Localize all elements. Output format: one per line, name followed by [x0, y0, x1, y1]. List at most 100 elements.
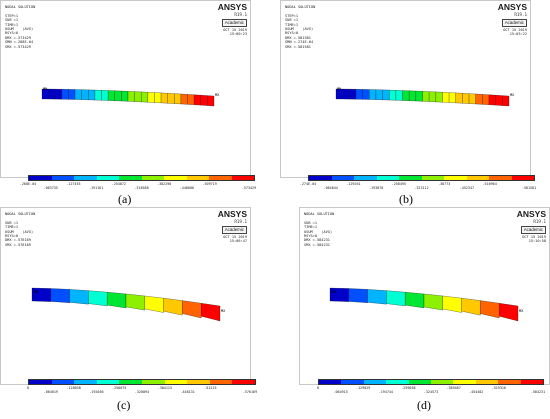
color-legend — [28, 379, 256, 385]
legend-tick-label: 0 — [26, 386, 30, 390]
beam-element — [423, 293, 443, 311]
beam-element — [187, 94, 195, 105]
beam-element — [480, 300, 500, 319]
beam-contour — [329, 287, 519, 322]
legend-tick-label: .446006 — [179, 186, 195, 190]
legend-tick-label: .254872 — [111, 182, 126, 186]
beam-element — [386, 290, 406, 307]
beam-element — [182, 300, 202, 319]
max-marker: MX — [215, 93, 220, 97]
legend-swatch — [376, 176, 399, 180]
legend-tick-label: .129261 — [346, 182, 361, 186]
beam-element — [134, 91, 142, 103]
beam-element — [55, 88, 62, 100]
beam-element — [442, 92, 450, 103]
legend-tick-label: .51215 — [204, 386, 217, 390]
beam-element — [160, 92, 168, 104]
beam-element — [502, 95, 510, 107]
legend-tick-label: .509719 — [202, 182, 217, 186]
panel-c: NODAL SOLUTION SUB =1 TIME=1 USUM (AVG) … — [0, 207, 251, 385]
solution-info: NODAL SOLUTION SUB =1 TIME=1 USUM (AVG) … — [304, 212, 335, 247]
caption-a: (a) — [118, 192, 132, 206]
beam-element — [101, 90, 109, 101]
legend-swatch — [309, 176, 332, 180]
max-marker: MX — [221, 309, 226, 313]
legend-tick-label: .128038 — [66, 386, 81, 390]
legend-tick-label: .063735 — [43, 186, 58, 190]
legend-swatch — [511, 176, 534, 180]
beam-element — [121, 90, 129, 102]
beam-element — [415, 90, 423, 102]
legend-swatch — [354, 176, 377, 180]
beam-element — [369, 89, 377, 100]
legend-tick-label: .192056 — [89, 390, 104, 394]
beam-element — [482, 94, 490, 105]
beam-contour — [31, 287, 221, 322]
legend-swatch — [164, 176, 187, 180]
beam-element — [395, 90, 403, 101]
legend-swatch — [29, 176, 52, 180]
panel-b: NODAL SOLUTION STEP=1 SUB =1 TIME=1 USUM… — [280, 0, 531, 178]
brand-version: R19.1 — [514, 12, 527, 17]
legend-tick-label: .318588 — [134, 186, 149, 190]
beam-element — [114, 90, 122, 102]
beam-element — [154, 92, 162, 104]
legend-swatch — [341, 380, 364, 384]
timestamp: OCT 15 2019 15:10:58 — [522, 235, 546, 244]
beam-element — [81, 89, 89, 100]
beam-element — [402, 90, 410, 101]
academic-badge: Academic — [501, 19, 527, 27]
legend-tick-label: .576169 — [242, 390, 258, 394]
legend-swatch — [209, 380, 233, 384]
legend-tick-label: .129829 — [356, 386, 371, 390]
beam-element — [375, 89, 383, 100]
legend-tick-label: .191161 — [88, 186, 104, 190]
legend-swatch — [520, 380, 544, 384]
beam-element — [167, 93, 175, 104]
beam-element — [107, 292, 127, 309]
min-marker: MN — [337, 87, 342, 91]
legend-swatch — [29, 380, 52, 384]
brand-version: R19.1 — [234, 12, 247, 17]
legend-tick-label: .258495 — [391, 182, 406, 186]
panel-d: NODAL SOLUTION SUB =1 TIME=1 USUM (AVG) … — [299, 207, 550, 385]
legend-tick-label: 0 — [316, 386, 320, 390]
beam-element — [442, 295, 462, 313]
solution-info: NODAL SOLUTION STEP=1 SUB =1 TIME=1 USUM… — [5, 5, 36, 49]
color-legend — [318, 379, 544, 385]
brand-name: ANSYS — [497, 2, 527, 12]
beam-element — [495, 95, 503, 106]
legend-swatch — [119, 176, 142, 180]
legend-tick-label: .274E-04 — [299, 182, 317, 186]
legend-swatch — [363, 380, 387, 384]
beam-element — [462, 93, 470, 104]
legend-tick-label: .516964 — [482, 182, 497, 186]
legend-tick-label: .256075 — [112, 386, 127, 390]
ansys-brand: ANSYS R19.1 — [517, 210, 546, 225]
legend-swatch — [141, 380, 165, 384]
beam-element — [367, 289, 387, 305]
brand-version: R19.1 — [234, 219, 247, 224]
academic-badge: Academic — [221, 226, 247, 234]
min-marker: MN — [34, 290, 39, 294]
beam-element — [488, 94, 496, 106]
legend-swatch — [453, 380, 476, 384]
legend-swatch — [386, 380, 409, 384]
legend-tick-label: .519316 — [491, 386, 506, 390]
beam-element — [174, 93, 182, 105]
color-legend — [28, 175, 255, 181]
beam-element — [147, 92, 155, 103]
beam-element — [499, 303, 519, 322]
beam-element — [348, 288, 368, 303]
timestamp: OCT 15 2019 15:00:23 — [223, 28, 247, 37]
timestamp: OCT 15 2019 15:03:22 — [503, 28, 527, 37]
beam-element — [180, 93, 188, 105]
legend-swatch — [119, 380, 142, 384]
legend-swatch — [74, 176, 97, 180]
beam-element — [144, 295, 164, 313]
legend-tick-label: .454402 — [469, 390, 484, 394]
legend-swatch — [421, 176, 444, 180]
legend-tick-label: .384113 — [157, 386, 172, 390]
beam-element — [448, 92, 456, 104]
beam-element — [125, 293, 145, 311]
